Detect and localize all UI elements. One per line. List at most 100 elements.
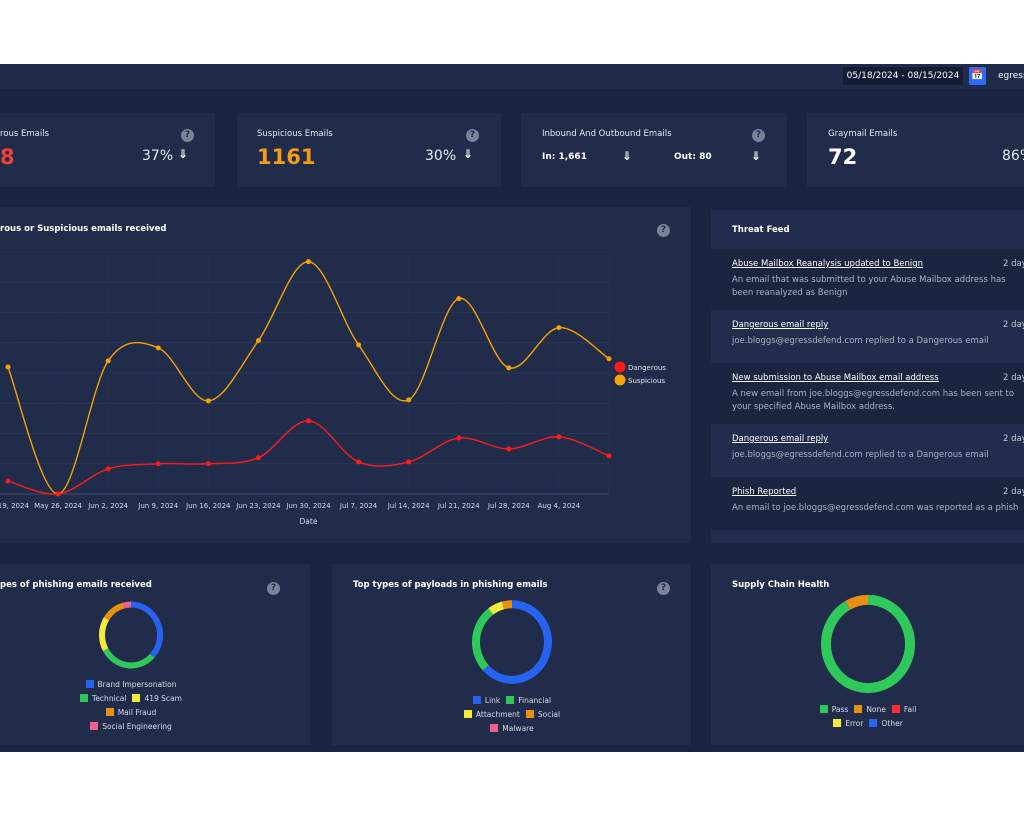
feed-item-title[interactable]: Dangerous email reply — [732, 320, 829, 330]
data-point-dangerous — [255, 455, 261, 461]
legend-item[interactable]: Brand Impersonation — [85, 678, 177, 692]
legend-item[interactable]: Error — [833, 717, 863, 731]
legend-swatch — [506, 695, 515, 704]
top-bar: 05/18/2024 - 08/15/2024 📅 egress — [0, 64, 1024, 89]
chart-title: rous or Suspicious emails received — [0, 224, 167, 234]
legend-item[interactable]: Link — [472, 694, 501, 708]
stat-percent: 30% — [425, 148, 457, 164]
legend-label: Social Engineering — [102, 722, 172, 732]
feed-item-description: A new email from joe.bloggs@egressdefend… — [732, 389, 1015, 412]
feed-item-title[interactable]: New submission to Abuse Mailbox email ad… — [732, 373, 939, 383]
legend-item[interactable]: Technical — [80, 692, 126, 706]
legend-swatch — [132, 694, 141, 703]
legend-swatch — [891, 705, 900, 714]
data-point-suspicious — [506, 365, 512, 371]
feed-item-time: 2 day — [1003, 434, 1024, 444]
legend-item[interactable]: Other — [869, 717, 903, 731]
legend-swatch — [90, 722, 99, 731]
legend-swatch — [463, 709, 472, 718]
data-point-suspicious — [456, 296, 462, 302]
legend-label: Financial — [518, 695, 552, 705]
calendar-icon[interactable]: 📅 — [969, 67, 986, 85]
donut-slice-mail-fraud — [103, 602, 125, 621]
legend-label: Dangerous — [628, 364, 666, 372]
x-tick-label: Aug 4, 2024 — [538, 502, 581, 510]
feed-item[interactable]: Phish Reported 2 day An email to joe.blo… — [711, 477, 1024, 530]
donut-slice-social-engineering — [123, 601, 132, 609]
legend-label: None — [866, 705, 886, 715]
inbound-count: In: 1,661 — [542, 152, 587, 162]
data-point-dangerous — [556, 434, 562, 440]
feed-item-time: 2 day — [1003, 487, 1024, 497]
help-icon[interactable]: ? — [181, 129, 194, 142]
feed-item-title[interactable]: Phish Reported — [732, 487, 797, 497]
feed-item[interactable]: New submission to Abuse Mailbox email ad… — [711, 363, 1024, 424]
stat-percent: 86% — [1002, 148, 1024, 164]
stat-percent: 37% — [142, 148, 174, 164]
chart-legend: Link Financial Attachment Social Malware — [412, 694, 612, 736]
feed-item-description: An email that was submitted to your Abus… — [732, 275, 1006, 298]
donut-slice-technical — [102, 648, 155, 669]
legend-swatch — [80, 694, 89, 703]
legend-swatch — [819, 705, 828, 714]
data-point-dangerous — [155, 461, 161, 467]
legend-item[interactable]: None — [854, 703, 886, 717]
chart-title: Top types of payloads in phishing emails — [353, 580, 548, 590]
feed-item[interactable]: Dangerous email reply 2 day joe.bloggs@e… — [711, 310, 1024, 363]
legend-item[interactable]: Mail Fraud — [105, 706, 156, 720]
legend-label: Link — [484, 695, 501, 705]
donut-slice-pass — [821, 594, 915, 694]
data-point-dangerous — [506, 446, 512, 452]
x-axis-label: Date — [300, 517, 318, 526]
legend-item[interactable]: Attachment — [463, 708, 520, 722]
legend-label: Brand Impersonation — [97, 680, 177, 690]
legend-item[interactable]: Fail — [891, 703, 916, 717]
legend-item[interactable]: Social — [525, 708, 560, 722]
stat-card-graymail: Graymail Emails 72 86% — [807, 113, 1024, 187]
legend-marker — [614, 361, 626, 373]
x-tick-label: May 26, 2024 — [34, 502, 82, 510]
feed-item[interactable]: Dangerous email reply 2 day joe.bloggs@e… — [711, 424, 1024, 477]
legend-item[interactable]: 419 Scam — [132, 692, 182, 706]
user-menu[interactable]: egress — [998, 71, 1024, 81]
stat-value: 8 — [0, 145, 15, 169]
x-tick-label: Jul 28, 2024 — [487, 502, 530, 510]
chart-title: Supply Chain Health — [732, 580, 830, 590]
data-point-dangerous — [606, 453, 612, 459]
help-icon[interactable]: ? — [657, 582, 670, 595]
stat-title: Inbound And Outbound Emails — [542, 129, 672, 139]
donut-slice-social — [502, 600, 513, 610]
donut-slice-brand-impersonation — [130, 601, 163, 658]
data-point-suspicious — [205, 398, 211, 404]
data-point-dangerous — [205, 461, 211, 467]
stat-value: 1161 — [257, 145, 316, 169]
data-point-dangerous — [456, 435, 462, 441]
x-tick-label: Jun 30, 2024 — [285, 502, 331, 510]
legend-item[interactable]: Malware — [490, 722, 534, 736]
double-chevron-down-icon: ⇓ — [622, 149, 633, 163]
legend-swatch — [833, 719, 842, 728]
legend-item[interactable]: Pass — [819, 703, 848, 717]
stat-value: 72 — [828, 145, 858, 169]
legend-item[interactable]: Financial — [506, 694, 551, 708]
data-point-suspicious — [606, 356, 612, 362]
feed-item[interactable]: Abuse Mailbox Reanalysis updated to Beni… — [711, 249, 1024, 310]
x-tick-label: Jul 7, 2024 — [339, 502, 378, 510]
feed-item-title[interactable]: Abuse Mailbox Reanalysis updated to Beni… — [732, 259, 924, 269]
help-icon[interactable]: ? — [466, 129, 479, 142]
legend-item[interactable]: Social Engineering — [90, 720, 172, 734]
help-icon[interactable]: ? — [267, 582, 280, 595]
legend-swatch — [472, 695, 481, 704]
feed-item-description: joe.bloggs@egressdefend.com replied to a… — [732, 336, 989, 346]
help-icon[interactable]: ? — [752, 129, 765, 142]
donut-slice-attachment — [488, 601, 505, 615]
stat-card-dangerous: rous Emails 8 ? 37% ⇓ — [0, 113, 215, 187]
x-tick-label: ay 19, 2024 — [0, 502, 29, 510]
data-point-suspicious — [105, 358, 111, 364]
supply-chain-health-card: Supply Chain Health Pass None Fail Error Oth… — [711, 564, 1024, 745]
date-range-picker[interactable]: 05/18/2024 - 08/15/2024 — [843, 67, 963, 85]
legend-label: 419 Scam — [144, 694, 182, 704]
help-icon[interactable]: ? — [657, 224, 670, 237]
legend-label: Malware — [502, 723, 534, 733]
feed-item-title[interactable]: Dangerous email reply — [732, 434, 829, 444]
